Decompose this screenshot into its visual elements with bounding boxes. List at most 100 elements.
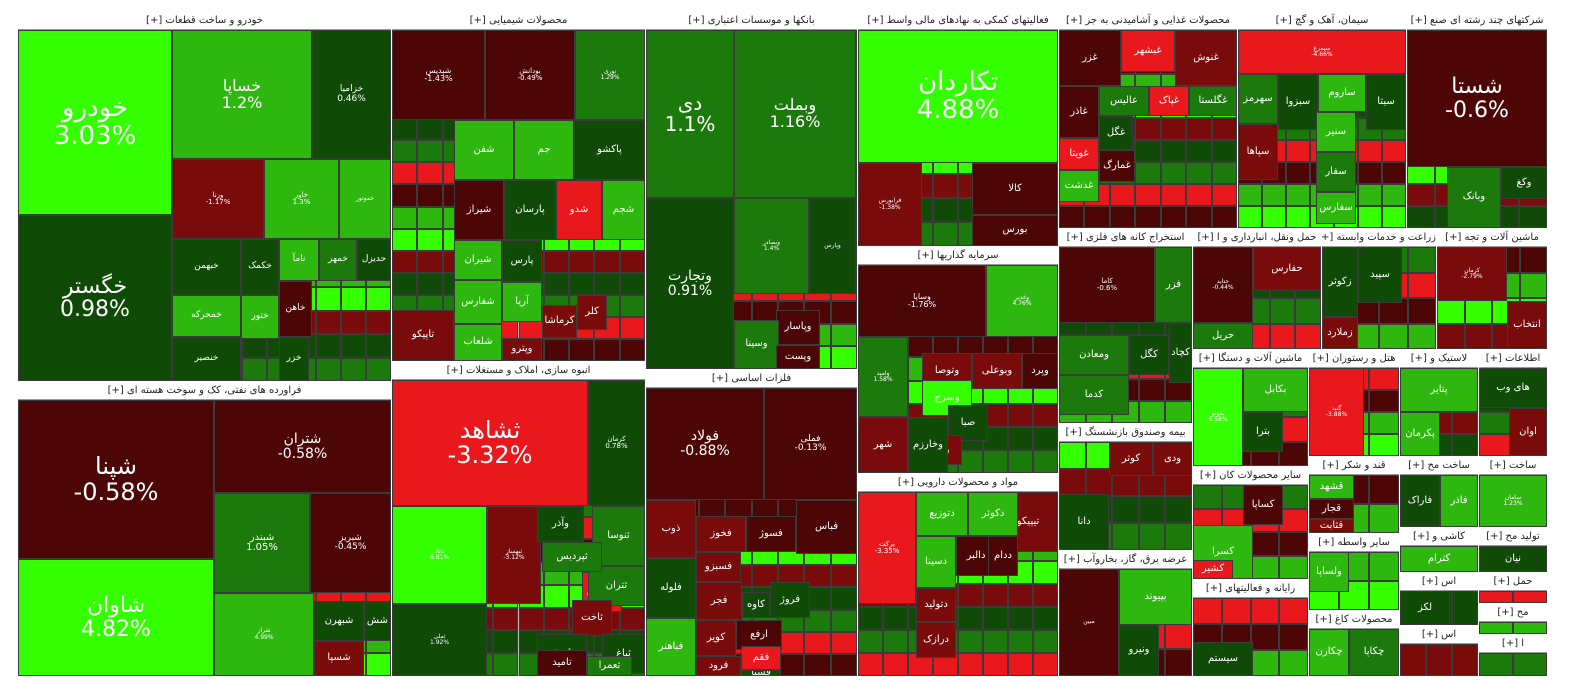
minor-tile[interactable] <box>1033 426 1058 450</box>
minor-tile[interactable] <box>1279 508 1308 532</box>
stock-tile[interactable]: کچاد <box>1169 323 1192 383</box>
minor-tile[interactable] <box>1160 118 1187 140</box>
minor-tile[interactable] <box>830 631 857 654</box>
minor-tile[interactable] <box>1211 140 1237 162</box>
sector-title[interactable]: محصولات کاغ [+] <box>1309 611 1399 629</box>
minor-tile[interactable] <box>1279 532 1308 556</box>
minor-tile[interactable] <box>619 294 645 317</box>
sector-title[interactable]: فراورده های نفتی، کک و سوخت هسته ای [+] <box>18 382 391 400</box>
minor-tile[interactable] <box>1211 184 1237 206</box>
minor-tile[interactable] <box>366 357 391 381</box>
sector-title[interactable]: ا [+] <box>1479 635 1547 653</box>
minor-tile[interactable] <box>830 565 857 588</box>
stock-tile[interactable]: وپست <box>776 345 820 369</box>
stock-tile[interactable]: وبصادر 1.4% <box>734 198 809 294</box>
minor-tile[interactable] <box>1382 206 1406 228</box>
minor-tile[interactable] <box>341 310 367 335</box>
stock-tile[interactable]: فباس <box>796 500 857 554</box>
stock-tile[interactable]: شبریز -0.45% <box>310 493 391 593</box>
stock-tile[interactable]: گنبد -3.88% <box>1309 368 1364 456</box>
minor-tile[interactable] <box>983 607 1008 630</box>
stock-tile[interactable]: تامید <box>537 650 587 676</box>
minor-tile[interactable] <box>1135 184 1161 206</box>
minor-tile[interactable] <box>1286 162 1310 184</box>
stock-tile[interactable]: عالیس <box>1099 86 1149 116</box>
stock-tile[interactable]: خساپا 1.2% <box>172 30 312 159</box>
minor-tile[interactable] <box>1160 162 1187 184</box>
stock-tile[interactable]: خاور 1.3% <box>264 159 339 239</box>
stock-tile[interactable]: ساروم <box>1318 74 1366 112</box>
sector-title[interactable]: کاشی و [+] <box>1400 528 1478 546</box>
stock-tile[interactable]: کشیر <box>1193 560 1233 579</box>
minor-tile[interactable] <box>392 118 418 141</box>
stock-tile[interactable]: شش <box>364 601 391 641</box>
stock-tile[interactable]: خودرو 3.03% <box>18 30 172 215</box>
stock-tile[interactable]: شستا -0.6% <box>1407 30 1547 167</box>
sector-title[interactable]: ماشین آلات و تجه [+] <box>1437 229 1547 247</box>
minor-tile[interactable] <box>1008 607 1033 630</box>
stock-tile[interactable]: دتوزیع <box>916 492 968 536</box>
minor-tile[interactable] <box>1165 649 1192 676</box>
stock-tile[interactable]: کترام <box>1400 546 1478 572</box>
stock-tile[interactable]: حدیزل <box>357 239 391 281</box>
minor-tile[interactable] <box>1211 206 1237 228</box>
stock-tile[interactable]: دانا <box>1059 494 1109 550</box>
minor-tile[interactable] <box>1286 140 1310 162</box>
stock-tile[interactable]: وغدیر 4.76% <box>986 265 1058 337</box>
minor-tile[interactable] <box>1279 417 1308 442</box>
minor-tile[interactable] <box>1193 598 1222 624</box>
stock-tile[interactable]: نوری 1.29% <box>575 30 645 120</box>
stock-tile[interactable]: ثشاهد -3.32% <box>392 380 588 506</box>
stock-tile[interactable]: وامید 1.58% <box>858 337 908 417</box>
sector-title[interactable]: بیمه وصندوق بازنشستگ [+] <box>1059 424 1192 442</box>
minor-tile[interactable] <box>1262 206 1286 228</box>
minor-tile[interactable] <box>1452 644 1478 676</box>
minor-tile[interactable] <box>1358 184 1382 206</box>
minor-tile[interactable] <box>1358 206 1382 228</box>
sector-title[interactable]: مح [+] <box>1479 604 1547 622</box>
stock-tile[interactable]: درازک <box>916 622 956 658</box>
minor-tile[interactable] <box>594 250 620 273</box>
minor-tile[interactable] <box>1138 523 1166 550</box>
stock-tile[interactable]: قثابت <box>1309 519 1354 533</box>
sector-title[interactable]: محصولات غذایی و آشامیدنی به جز [+] <box>1059 12 1237 30</box>
sector-title[interactable]: سرمایه گذاریها [+] <box>858 247 1058 265</box>
stock-tile[interactable]: غپاک <box>1149 86 1189 116</box>
stock-tile[interactable]: ثملی 1.92% <box>392 604 487 676</box>
sector-title[interactable]: قند و شکر [+] <box>1309 457 1399 475</box>
stock-tile[interactable]: خکمک <box>241 239 279 295</box>
stock-tile[interactable]: کلر <box>577 295 607 330</box>
minor-tile[interactable] <box>1269 298 1296 324</box>
minor-tile[interactable] <box>1008 449 1033 473</box>
stock-tile[interactable]: پاکشو <box>574 120 645 180</box>
minor-tile[interactable] <box>1250 624 1280 650</box>
stock-tile[interactable]: وآذر <box>537 506 584 542</box>
minor-tile[interactable] <box>883 607 908 630</box>
minor-tile[interactable] <box>1250 555 1280 579</box>
stock-tile[interactable]: ولساپا <box>1309 552 1349 592</box>
stock-tile[interactable]: شیران <box>454 240 502 280</box>
stock-tile[interactable]: کرمان 0.78% <box>588 380 645 506</box>
minor-tile[interactable] <box>1186 206 1212 228</box>
minor-tile[interactable] <box>1513 591 1547 603</box>
minor-tile[interactable] <box>1479 653 1513 676</box>
minor-tile[interactable] <box>417 184 443 207</box>
stock-tile[interactable]: بپیوند <box>1119 569 1192 625</box>
minor-tile[interactable] <box>1138 379 1166 401</box>
stock-tile[interactable]: غدشت <box>1059 170 1099 202</box>
minor-tile[interactable] <box>1112 523 1139 550</box>
stock-tile[interactable]: شیراز <box>454 180 504 240</box>
minor-tile[interactable] <box>1033 584 1058 607</box>
minor-tile[interactable] <box>417 250 443 273</box>
minor-tile[interactable] <box>1407 206 1435 228</box>
minor-tile[interactable] <box>1084 206 1110 228</box>
stock-tile[interactable]: ثپردیس <box>542 542 602 572</box>
sector-title[interactable]: ماشین آلات و دستگا [+] <box>1193 350 1308 368</box>
minor-tile[interactable] <box>933 198 958 222</box>
minor-tile[interactable] <box>1369 552 1399 581</box>
minor-tile[interactable] <box>1211 162 1237 184</box>
stock-tile[interactable]: فلوله <box>646 558 696 618</box>
minor-tile[interactable] <box>1407 323 1436 349</box>
minor-tile[interactable] <box>366 310 391 335</box>
stock-tile[interactable]: بترا <box>1243 412 1283 452</box>
